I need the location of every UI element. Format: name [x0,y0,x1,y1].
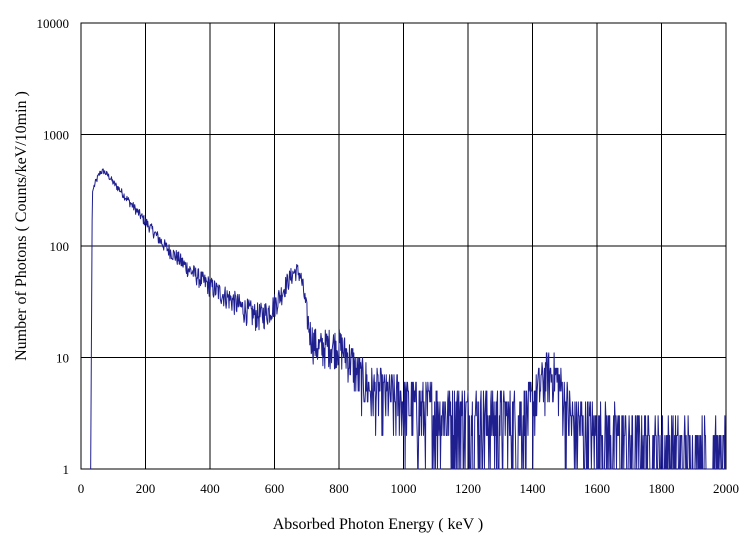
y-tick-labels: 1 10 100 1000 10000 [37,16,70,477]
x-tick-label: 400 [200,481,220,496]
series-layer [90,168,726,470]
x-tick-label: 1600 [584,481,610,496]
grid-lines [81,23,726,469]
x-tick-label: 0 [78,481,85,496]
x-tick-label: 600 [265,481,285,496]
y-tick-label: 10000 [37,16,70,31]
plot-frame [80,22,727,470]
x-axis-title: Absorbed Photon Energy ( keV ) [273,516,484,533]
y-tick-label: 1000 [43,128,69,143]
x-tick-label: 2000 [713,481,739,496]
y-tick-label: 1 [63,462,70,477]
y-axis-title: Number of Photons ( Counts/keV/10min ) [13,91,30,361]
x-tick-label: 1200 [455,481,481,496]
y-tick-label: 100 [50,239,70,254]
x-tick-label: 1400 [520,481,546,496]
x-tick-labels: 0 200 400 600 800 1000 1200 1400 1600 1800 2000 [78,481,739,496]
y-tick-label: 10 [56,351,69,366]
x-tick-label: 1800 [649,481,675,496]
series-line [90,168,726,470]
x-tick-label: 200 [136,481,156,496]
x-tick-label: 800 [329,481,349,496]
x-tick-label: 1000 [391,481,417,496]
